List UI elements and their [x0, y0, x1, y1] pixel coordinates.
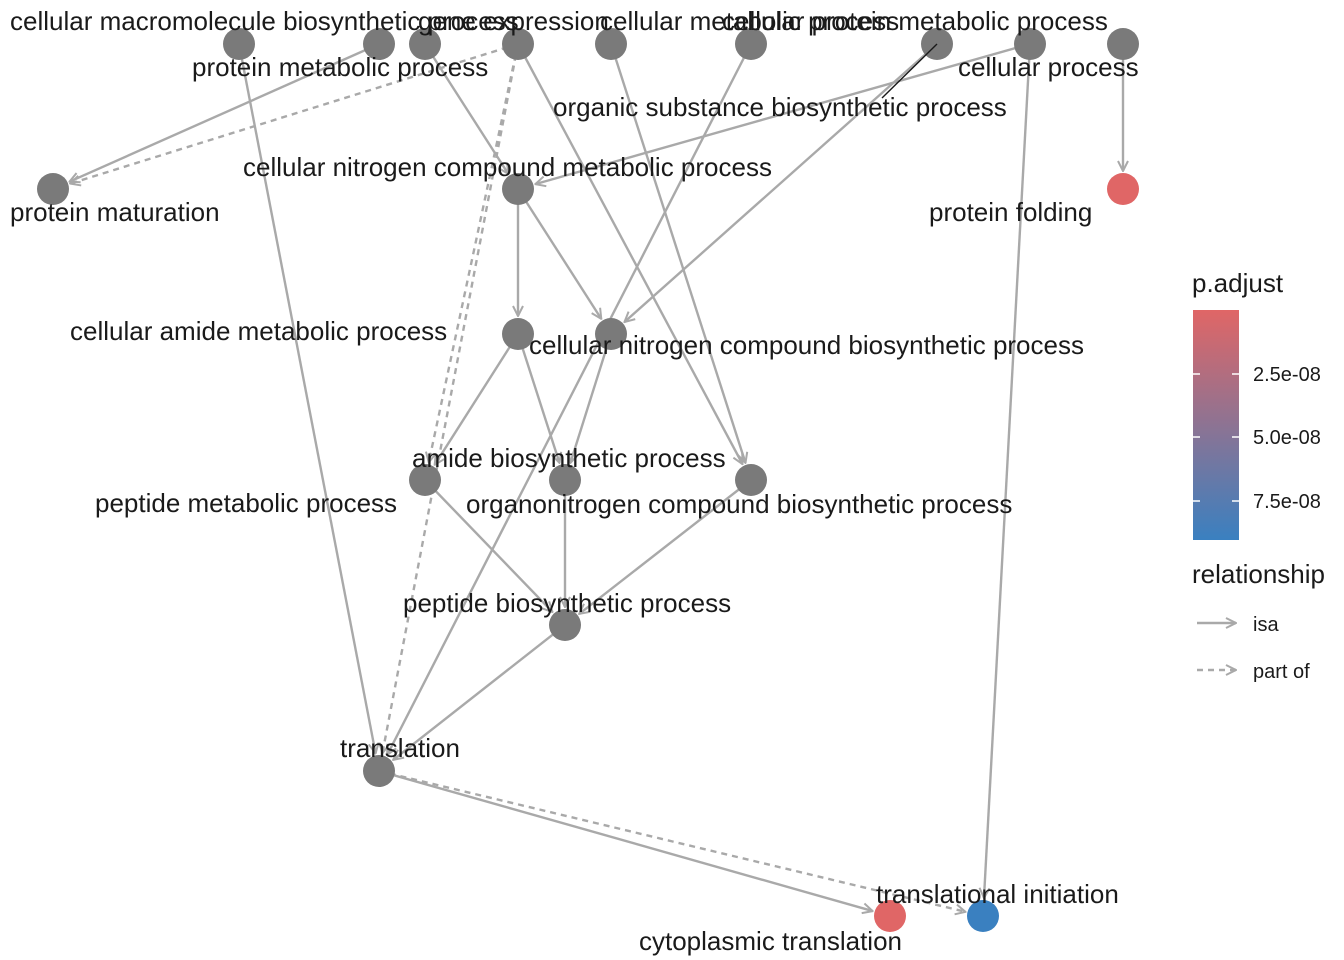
- node-cp: [1107, 28, 1139, 60]
- edge-cmp-pm: [70, 42, 519, 184]
- node-pepmp: [409, 464, 441, 496]
- node-label-camp: cellular amide metabolic process: [70, 316, 447, 346]
- edge-camp-abp: [516, 333, 559, 463]
- node-cncmp: [502, 173, 534, 205]
- node-osbp: [595, 28, 627, 60]
- edge-pbp-tr: [393, 624, 566, 760]
- node-label-cp: cellular process: [958, 52, 1139, 82]
- node-cmp: [502, 28, 534, 60]
- edge-cmp-oncbp: [516, 43, 744, 464]
- node-label-cpmp: cellular protein metabolic process: [722, 6, 1108, 36]
- edge-cmbp-tr: [237, 43, 376, 753]
- gradient-tick-label: 7.5e-08: [1253, 491, 1321, 513]
- node-label-osbp: organic substance biosynthetic process: [553, 92, 1007, 122]
- node-label-cncmp: cellular nitrogen compound metabolic pro…: [243, 152, 772, 182]
- node-cmbp: [223, 28, 255, 60]
- edge-cpmp-tr: [386, 43, 753, 755]
- node-pf: [1107, 173, 1139, 205]
- edge-cmp-pepmp: [429, 43, 520, 462]
- node-abp: [549, 464, 581, 496]
- node-label-ct: cytoplasmic translation: [639, 926, 902, 956]
- node-ge: [363, 28, 395, 60]
- edge-cbp-cncmp: [535, 42, 1031, 184]
- node-label-oncbp: organonitrogen compound biosynthetic pro…: [466, 489, 1012, 519]
- node-oncbp: [735, 464, 767, 496]
- node-cbp: [1014, 28, 1046, 60]
- node-pmp: [409, 28, 441, 60]
- node-cncbp: [595, 318, 627, 350]
- label-layer: cellular macromolecule biosynthetic proc…: [10, 6, 1139, 956]
- edge-tr-ti: [378, 769, 965, 912]
- edge-osbp-oncbp: [609, 43, 745, 463]
- node-label-tr: translation: [340, 733, 460, 763]
- edge-cbp-ti: [984, 43, 1032, 898]
- edge-cncmp-cncbp: [516, 188, 601, 319]
- legend-relationship-title: relationship: [1192, 559, 1325, 589]
- node-label-pmp: protein metabolic process: [192, 52, 488, 82]
- edge-oncbp-pbp: [579, 479, 752, 614]
- gradient-tick-label: 2.5e-08: [1253, 364, 1321, 386]
- node-label-cncbp: cellular nitrogen compound biosynthetic …: [529, 330, 1084, 360]
- node-cpmp: [735, 28, 767, 60]
- node-label-abp: amide biosynthetic process: [412, 443, 726, 473]
- edge-pepmp-pbp: [424, 479, 552, 612]
- node-ct: [874, 900, 906, 932]
- node-label-pm: protein maturation: [10, 197, 220, 227]
- node-label-ti: translational initiation: [876, 879, 1119, 909]
- edge-cmp-tr: [382, 43, 520, 753]
- node-ti: [967, 900, 999, 932]
- color-gradient-bar: [1193, 310, 1239, 540]
- legend-isa-label: isa: [1253, 614, 1279, 636]
- node-label-pbp: peptide biosynthetic process: [403, 588, 731, 618]
- edge-orgsub-cncbp: [624, 43, 938, 322]
- node-pm: [37, 173, 69, 205]
- node-label-ge: gene expression: [418, 6, 609, 36]
- node-label-cmbp: cellular macromolecule biosynthetic proc…: [10, 6, 519, 36]
- node-label-cmp: cellular metabolic process: [600, 6, 899, 36]
- edge-tr-ct: [378, 769, 873, 911]
- node-camp: [502, 318, 534, 350]
- edge-cncbp-abp: [570, 333, 613, 463]
- edge-layer: [69, 42, 1123, 912]
- edge-ge-pm: [69, 42, 380, 182]
- node-tr: [363, 755, 395, 787]
- node-label-pepmp: peptide metabolic process: [95, 488, 397, 518]
- legend-part-of-label: part of: [1253, 661, 1310, 683]
- legend-color-title: p.adjust: [1192, 268, 1284, 298]
- edge-camp-pepmp: [435, 333, 520, 465]
- node-pbp: [549, 609, 581, 641]
- legend: p.adjust 2.5e-08 5.0e-08 7.5e-08 relatio…: [1192, 268, 1325, 683]
- label-leader-line: [881, 43, 938, 99]
- gradient-tick-label: 5.0e-08: [1253, 427, 1321, 449]
- node-label-pf: protein folding: [929, 197, 1092, 227]
- node-layer: [37, 28, 1139, 932]
